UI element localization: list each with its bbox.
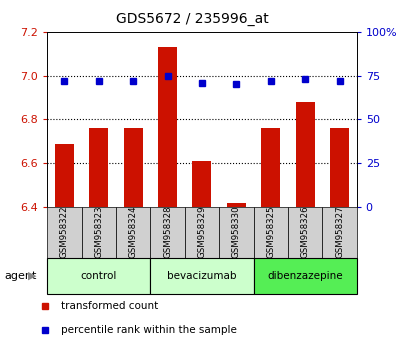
Bar bbox=[329, 128, 348, 207]
Text: percentile rank within the sample: percentile rank within the sample bbox=[61, 325, 236, 335]
Text: control: control bbox=[80, 271, 117, 281]
Bar bbox=[150, 258, 253, 294]
Bar bbox=[47, 207, 81, 258]
Bar bbox=[218, 207, 253, 258]
Bar bbox=[261, 128, 279, 207]
Bar bbox=[287, 207, 321, 258]
Bar bbox=[81, 207, 116, 258]
Bar bbox=[321, 207, 356, 258]
Bar bbox=[158, 47, 177, 207]
Bar bbox=[192, 161, 211, 207]
Bar bbox=[184, 207, 218, 258]
Text: GSM958330: GSM958330 bbox=[231, 205, 240, 258]
Text: GSM958322: GSM958322 bbox=[60, 205, 69, 258]
Bar bbox=[253, 207, 287, 258]
Bar bbox=[124, 128, 142, 207]
Text: dibenzazepine: dibenzazepine bbox=[267, 271, 342, 281]
Text: GDS5672 / 235996_at: GDS5672 / 235996_at bbox=[116, 12, 268, 27]
Text: GSM958328: GSM958328 bbox=[163, 205, 172, 258]
Bar bbox=[55, 144, 74, 207]
Text: GSM958324: GSM958324 bbox=[128, 205, 137, 258]
Text: agent: agent bbox=[4, 271, 36, 281]
Bar bbox=[150, 207, 184, 258]
Bar bbox=[47, 258, 150, 294]
Text: GSM958327: GSM958327 bbox=[334, 205, 343, 258]
Bar bbox=[226, 203, 245, 207]
Text: GSM958329: GSM958329 bbox=[197, 205, 206, 258]
Text: GSM958323: GSM958323 bbox=[94, 205, 103, 258]
Text: GSM958325: GSM958325 bbox=[265, 205, 274, 258]
Text: ▶: ▶ bbox=[28, 271, 36, 281]
Bar bbox=[116, 207, 150, 258]
Text: bevacizumab: bevacizumab bbox=[167, 271, 236, 281]
Text: GSM958326: GSM958326 bbox=[300, 205, 309, 258]
Bar bbox=[89, 128, 108, 207]
Bar bbox=[295, 102, 314, 207]
Text: transformed count: transformed count bbox=[61, 301, 158, 311]
Bar bbox=[253, 258, 356, 294]
